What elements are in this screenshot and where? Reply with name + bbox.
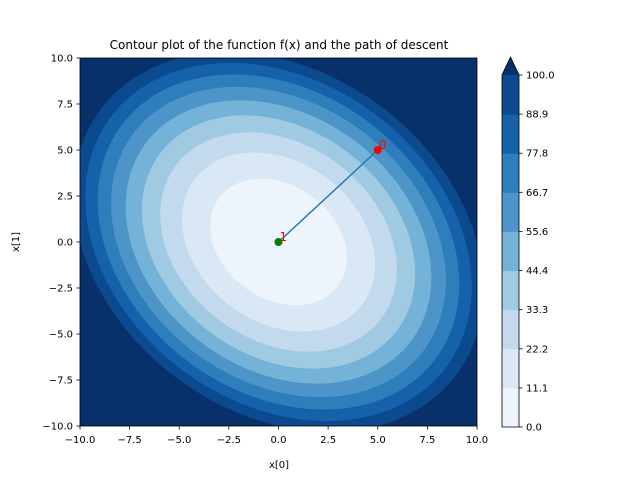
colorbar-tick-label: 33.3 [526,305,548,316]
x-tick-label: 0.0 [271,435,287,446]
colorbar-segment-22.2 [502,309,519,350]
chart-title: Contour plot of the function f(x) and th… [110,38,449,52]
y-axis-label: x[1] [11,232,22,252]
colorbar-tick-label: 0.0 [526,423,542,434]
colorbar: 0.0 11.1 22.2 33.3 44.4 55.6 66.7 77.8 88.9 100.0 [501,56,555,434]
colorbar-extend-triangle [502,57,519,75]
y-tick-label: 5.0 [57,146,73,157]
colorbar-tick-label: 44.4 [526,266,548,277]
path-point-0 [373,146,382,154]
colorbar-outline [501,56,520,428]
x-tick-label: −5.0 [167,435,191,446]
x-axis: −10.0 −7.5 −5.0 −2.5 0.0 2.5 5.0 7.5 10.0 [65,426,488,446]
colorbar-segment-44.4 [502,231,519,272]
descent-path: 01 [274,138,387,246]
plot-area: 01 [79,57,478,427]
x-tick-label: 10.0 [466,435,488,446]
colorbar-tick-label: 55.6 [526,227,548,238]
colorbar-tick-label: 11.1 [526,383,548,394]
descent-path-line [277,149,379,243]
colorbar-tick-label: 66.7 [526,188,548,199]
colorbar-segment-33.3 [502,270,519,311]
colorbar-tick-label: 100.0 [526,71,555,82]
x-tick-label: 5.0 [370,435,386,446]
y-tick-label: −5.0 [49,330,73,341]
colorbar-segment-88.9 [502,75,519,115]
colorbar-segment-0.0 [502,387,519,428]
x-tick-label: −7.5 [117,435,141,446]
x-tick-label: 7.5 [419,435,435,446]
y-axis: −10.0 −7.5 −5.0 −2.5 0.0 2.5 5.0 7.5 10.0 [42,54,80,433]
x-tick-label: 2.5 [320,435,336,446]
y-tick-label: −7.5 [49,376,73,387]
y-tick-label: 2.5 [57,192,73,203]
colorbar-tick-label: 22.2 [526,344,548,355]
x-axis-label: x[0] [269,460,289,471]
x-tick-label: −10.0 [65,435,96,446]
path-point-label-0: 0 [379,138,387,152]
colorbar-segment-77.8 [502,114,519,154]
y-tick-label: 10.0 [51,54,73,65]
colorbar-segment-55.6 [502,192,519,232]
colorbar-segment-66.7 [502,153,519,193]
y-tick-label: −2.5 [49,284,73,295]
y-tick-label: 0.0 [57,238,73,249]
path-point-label-1: 1 [280,230,288,244]
colorbar-tick-label: 77.8 [526,149,548,160]
colorbar-tick-label: 88.9 [526,110,548,121]
y-tick-label: 7.5 [57,100,73,111]
x-tick-label: −2.5 [217,435,241,446]
path-point-1 [274,238,283,246]
y-tick-label: −10.0 [42,422,73,433]
colorbar-segment-11.1 [502,348,519,389]
